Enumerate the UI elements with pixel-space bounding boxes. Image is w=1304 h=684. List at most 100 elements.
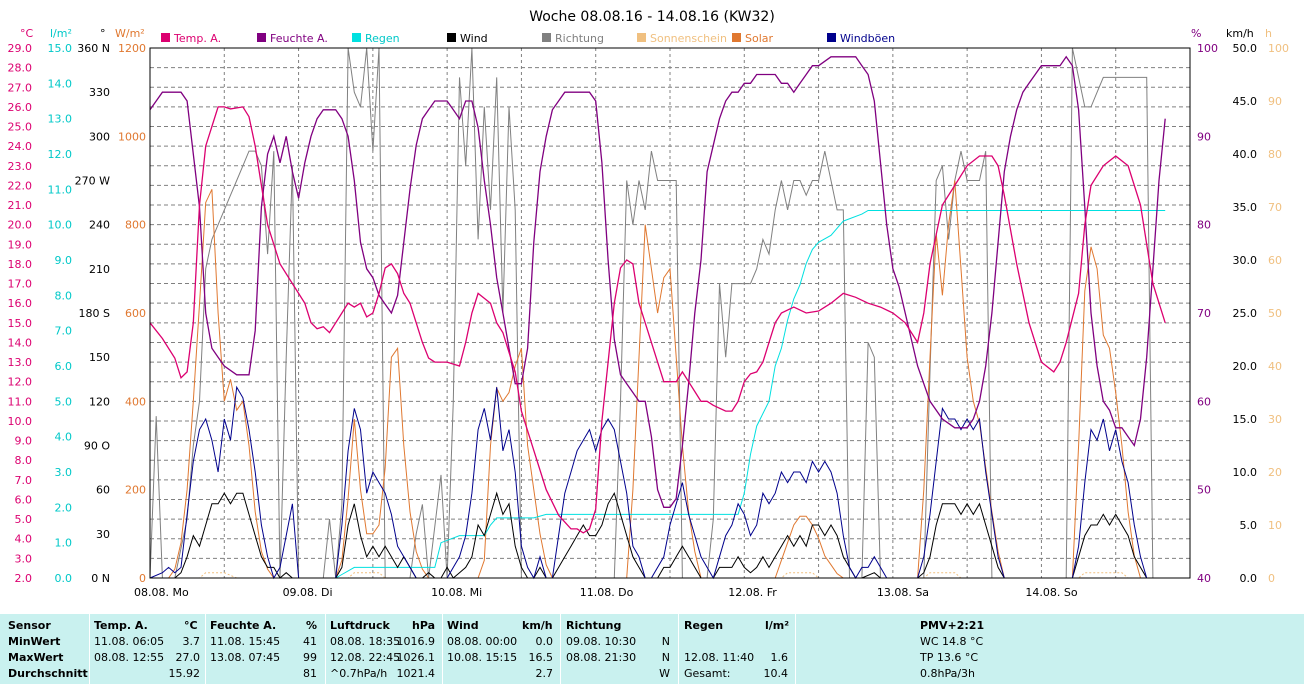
luft-min-val: 1016.9 (396, 635, 436, 648)
y-tick-label-temp: 5.0 (15, 513, 33, 526)
y-tick-label-richtung: 150 (89, 351, 110, 364)
legend-swatch-richtung (542, 33, 551, 42)
y-tick-label-temp: 27.0 (8, 81, 33, 94)
y-tick-label-temp: 29.0 (8, 42, 33, 55)
y-tick-label-richtung: 360 N (77, 42, 110, 55)
pmv-tp: TP 13.6 °C (920, 651, 979, 664)
x-tick-label: 10.08. Mi (431, 586, 482, 599)
y-tick-label-richtung: 60 (96, 484, 110, 497)
y-tick-label-regen: 12.0 (48, 148, 73, 161)
pmv-trend: 0.8hPa/3h (920, 667, 976, 680)
y-tick-label-sonne: 10 (1268, 519, 1282, 532)
y-tick-label-temp: 18.0 (8, 258, 33, 271)
hdr-temp: Temp. A. (94, 619, 148, 632)
y-tick-label-temp: 9.0 (15, 435, 33, 448)
unit-temp: °C (20, 27, 34, 40)
plot-frame (149, 47, 1191, 579)
feuchte-min-val: 41 (303, 635, 317, 648)
y-tick-label-solar: 0 (139, 572, 146, 585)
unit-regen: l/m² (50, 27, 72, 40)
hdr-sensor: Sensor (8, 619, 51, 632)
y-tick-label-wind: 25.0 (1233, 307, 1258, 320)
regen-max-time: 12.08. 11:40 (684, 651, 755, 664)
series-line-boeen (149, 385, 1166, 580)
y-tick-label-regen: 15.0 (48, 42, 73, 55)
y-tick-label-sonne: 0 (1268, 572, 1275, 585)
legend-label-regen: Regen (365, 32, 400, 45)
hdr-pmv: PMV+2:21 (920, 619, 985, 632)
temp-min-time: 11.08. 06:05 (94, 635, 165, 648)
y-tick-label-regen: 8.0 (55, 289, 73, 302)
y-tick-label-solar: 600 (125, 307, 146, 320)
y-tick-label-regen: 6.0 (55, 360, 73, 373)
y-tick-label-solar: 1200 (118, 42, 146, 55)
y-tick-label-regen: 1.0 (55, 537, 73, 550)
row-min-label: MinWert (8, 635, 61, 648)
y-tick-label-regen: 0.0 (55, 572, 73, 585)
y-tick-label-temp: 13.0 (8, 356, 33, 369)
legend: Temp. A. Feuchte A. Regen Wind Richtung … (161, 32, 895, 45)
richtung-avg: W (659, 667, 670, 680)
y-tick-label-temp: 25.0 (8, 121, 33, 134)
y-tick-label-feuchte: 100 (1197, 42, 1218, 55)
y-tick-label-feuchte: 70 (1197, 307, 1211, 320)
luft-max-val: 1026.1 (396, 651, 436, 664)
y-tick-label-solar: 400 (125, 395, 146, 408)
y-tick-label-sonne: 60 (1268, 254, 1282, 267)
y-tick-label-wind: 5.0 (1240, 519, 1258, 532)
legend-label-sonne: Sonnenschein (650, 32, 727, 45)
y-tick-label-richtung: 300 (89, 130, 110, 143)
y-tick-label-temp: 11.0 (8, 395, 33, 408)
y-tick-label-temp: 15.0 (8, 317, 33, 330)
y-tick-label-richtung: 330 (89, 86, 110, 99)
y-tick-label-regen: 3.0 (55, 466, 73, 479)
row-avg-label: Durchschnitt (8, 667, 88, 680)
wind-min-val: 0.0 (535, 635, 554, 648)
y-tick-label-regen: 2.0 (55, 501, 73, 514)
legend-label-solar: Solar (745, 32, 774, 45)
y-tick-label-richtung: 180 S (79, 307, 110, 320)
legend-label-wind: Wind (460, 32, 488, 45)
y-tick-label-regen: 7.0 (55, 325, 73, 338)
y-tick-label-sonne: 50 (1268, 307, 1282, 320)
y-tick-label-feuchte: 90 (1197, 130, 1211, 143)
y-tick-label-temp: 10.0 (8, 415, 33, 428)
unit-solar: W/m² (115, 27, 145, 40)
legend-swatch-regen (352, 33, 361, 42)
y-tick-label-temp: 23.0 (8, 160, 33, 173)
y-tick-label-temp: 22.0 (8, 179, 33, 192)
y-tick-label-solar: 1000 (118, 130, 146, 143)
y-tick-label-sonne: 90 (1268, 95, 1282, 108)
y-tick-label-regen: 14.0 (48, 77, 73, 90)
y-tick-label-wind: 10.0 (1233, 466, 1258, 479)
feuchte-max-time: 13.08. 07:45 (210, 651, 281, 664)
y-tick-label-temp: 21.0 (8, 199, 33, 212)
y-tick-label-temp: 4.0 (15, 533, 33, 546)
y-tick-label-temp: 8.0 (15, 454, 33, 467)
y-tick-label-sonne: 70 (1268, 201, 1282, 214)
series-line-feuchte (149, 55, 1166, 508)
hdr-temp-unit: °C (184, 619, 198, 632)
richtung-max-val: N (661, 651, 670, 664)
y-tick-label-temp: 3.0 (15, 552, 33, 565)
statistics-table: Sensor Temp. A. °C Feuchte A. % Luftdruc… (0, 614, 1304, 684)
y-tick-label-regen: 11.0 (48, 183, 73, 196)
legend-swatch-feuchte (257, 33, 266, 42)
y-tick-label-regen: 9.0 (55, 254, 73, 267)
temp-max-time: 08.08. 12:55 (94, 651, 165, 664)
legend-label-boeen: Windböen (840, 32, 895, 45)
luft-trend: ^0.7hPa/h (330, 667, 388, 680)
temp-max-val: 27.0 (175, 651, 201, 664)
x-tick-label: 13.08. Sa (877, 586, 929, 599)
hdr-wind-unit: km/h (522, 619, 553, 632)
temp-min-val: 3.7 (182, 635, 201, 648)
unit-richtung: ° (100, 27, 106, 40)
series-line-wind (150, 491, 1166, 579)
y-tick-label-temp: 28.0 (8, 62, 33, 75)
y-tick-label-feuchte: 50 (1197, 484, 1211, 497)
series-line-temp (149, 106, 1166, 534)
feuchte-max-val: 99 (303, 651, 317, 664)
legend-label-feuchte: Feuchte A. (270, 32, 328, 45)
y-tick-label-sonne: 30 (1268, 413, 1282, 426)
hdr-feuchte: Feuchte A. (210, 619, 277, 632)
